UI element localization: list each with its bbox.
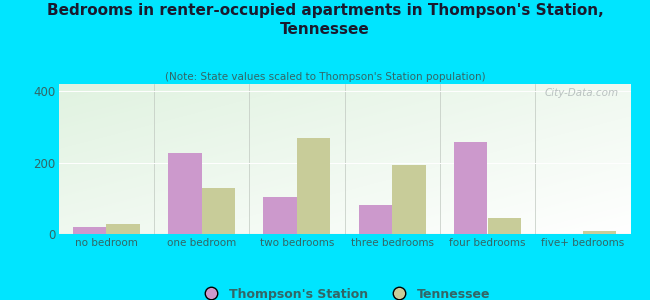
Bar [263, 196, 297, 234]
Bar [359, 206, 392, 234]
Bar [454, 142, 488, 234]
Text: (Note: State values scaled to Thompson's Station population): (Note: State values scaled to Thompson's… [164, 72, 486, 82]
Legend: Thompson's Station, Tennessee: Thompson's Station, Tennessee [194, 283, 495, 300]
Text: City-Data.com: City-Data.com [545, 88, 619, 98]
Bar [583, 231, 616, 234]
Bar [392, 165, 426, 234]
Bar [297, 138, 330, 234]
Bar [106, 224, 140, 234]
Text: Bedrooms in renter-occupied apartments in Thompson's Station,
Tennessee: Bedrooms in renter-occupied apartments i… [47, 3, 603, 37]
Bar [73, 227, 106, 234]
Bar [202, 188, 235, 234]
Bar [488, 218, 521, 234]
Bar [168, 153, 202, 234]
